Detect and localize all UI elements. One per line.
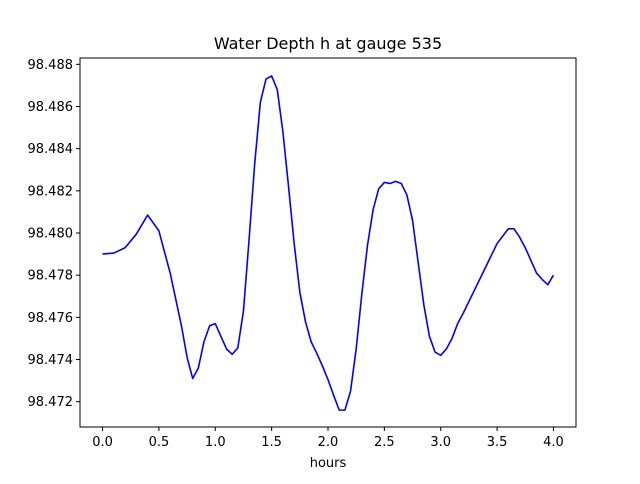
- y-tick-label: 98.484: [28, 142, 74, 157]
- series-line-1: [102, 75, 555, 411]
- chart-title: Water Depth h at gauge 535: [214, 34, 442, 53]
- x-tick-label: 0.5: [149, 435, 170, 450]
- y-tick-label: 98.482: [28, 184, 74, 199]
- y-tick-label: 98.486: [28, 100, 74, 115]
- x-tick-label: 2.5: [374, 435, 395, 450]
- y-axis: 98.472 98.474 98.476 98.478 98.480 98.482 98.4…: [28, 58, 80, 410]
- x-tick-label: 3.5: [487, 435, 508, 450]
- y-tick-label: 98.476: [28, 311, 74, 326]
- x-tick-label: 4.0: [543, 435, 564, 450]
- x-tick-label: 1.0: [205, 435, 226, 450]
- x-axis-label: hours: [310, 456, 347, 471]
- x-tick-label: 3.0: [430, 435, 451, 450]
- x-axis: 0.0 0.5 1.0 1.5 2.0 2.5 3.0 3.5 4.0: [92, 427, 564, 450]
- y-tick-label: 98.474: [28, 353, 74, 368]
- x-tick-label: 0.0: [92, 435, 113, 450]
- x-tick-label: 1.5: [261, 435, 282, 450]
- y-tick-label: 98.488: [28, 58, 74, 73]
- x-tick-label: 2.0: [318, 435, 339, 450]
- y-tick-label: 98.472: [28, 395, 74, 410]
- y-tick-label: 98.480: [28, 227, 74, 242]
- y-tick-label: 98.478: [28, 269, 74, 284]
